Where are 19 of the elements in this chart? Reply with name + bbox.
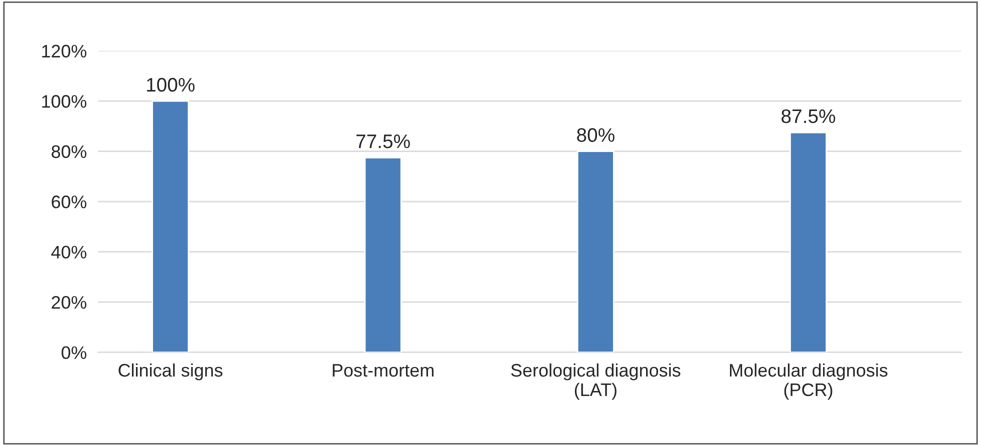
y-tick-label: 80% <box>52 145 86 158</box>
data-label: 77.5% <box>356 134 410 148</box>
data-label: 100% <box>147 78 195 92</box>
bar <box>364 156 402 352</box>
y-tick-label: 120% <box>42 44 86 58</box>
bar <box>576 150 614 352</box>
bar <box>790 132 828 352</box>
x-tick-label: Serological diagnosis (LAT) <box>511 363 680 400</box>
y-tick-label: 60% <box>52 196 86 208</box>
y-tick-label: 20% <box>52 296 86 309</box>
bar <box>152 100 190 352</box>
y-tick-label: 100% <box>42 95 86 108</box>
data-label: 87.5% <box>782 109 836 124</box>
y-tick-label: 0% <box>62 346 86 360</box>
x-tick-label: Post-mortem <box>332 364 434 377</box>
x-tick-label: Molecular diagnosis (PCR) <box>730 363 888 400</box>
y-tick-label: 40% <box>51 246 86 259</box>
x-tick-label: Clinical signs <box>118 363 222 380</box>
data-label: 80% <box>577 128 614 142</box>
